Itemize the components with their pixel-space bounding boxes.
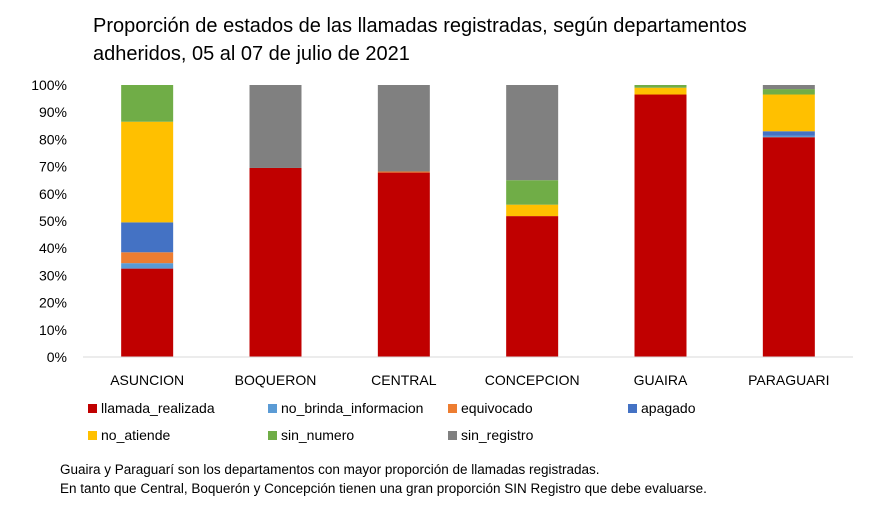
legend-swatch bbox=[448, 404, 457, 413]
bar-segment-sin_numero bbox=[634, 85, 687, 88]
bar-segment-sin_registro bbox=[249, 85, 302, 168]
bar-segment-llamada_realizada bbox=[121, 268, 174, 357]
bar-segment-sin_registro bbox=[377, 85, 430, 172]
legend-label: sin_registro bbox=[461, 427, 534, 443]
legend-label: llamada_realizada bbox=[101, 400, 215, 416]
y-tick-label: 0% bbox=[47, 349, 67, 365]
y-tick-label: 100% bbox=[31, 77, 67, 93]
x-category-label: ASUNCION bbox=[110, 372, 184, 388]
x-axis: ASUNCION BOQUERON CENTRAL CONCEPCION GUAIRA P… bbox=[110, 372, 829, 388]
legend-swatch bbox=[268, 404, 277, 413]
legend-label: no_atiende bbox=[101, 427, 171, 443]
bar-segment-llamada_realizada bbox=[377, 172, 430, 357]
y-tick-label: 40% bbox=[39, 240, 67, 256]
y-tick-label: 50% bbox=[39, 213, 67, 229]
bar-segment-no_brinda_informacion bbox=[121, 263, 174, 269]
y-tick-label: 10% bbox=[39, 322, 67, 338]
y-tick-label: 60% bbox=[39, 186, 67, 202]
x-category-label: GUAIRA bbox=[634, 372, 688, 388]
bar-segment-sin_numero bbox=[762, 89, 815, 95]
legend-label: equivocado bbox=[461, 400, 533, 416]
bar-segment-no_brinda_informacion bbox=[762, 135, 815, 138]
note-line-2: En tanto que Central, Boquerón y Concepc… bbox=[60, 481, 707, 496]
legend-swatch bbox=[448, 431, 457, 440]
bar-segment-apagado bbox=[121, 222, 174, 253]
bar-segment-no_atiende bbox=[634, 87, 687, 95]
legend-label: apagado bbox=[641, 400, 696, 416]
note-line-1: Guaira y Paraguarí son los departamentos… bbox=[60, 462, 600, 477]
x-category-label: BOQUERON bbox=[235, 372, 317, 388]
x-category-label: CENTRAL bbox=[371, 372, 437, 388]
legend-swatch bbox=[88, 431, 97, 440]
bar-segment-no_atiende bbox=[762, 94, 815, 132]
bar-segment-llamada_realizada bbox=[506, 216, 559, 357]
bar-segment-no_atiende bbox=[121, 121, 174, 223]
bar-segment-equivocado bbox=[121, 252, 174, 264]
bar-segment-apagado bbox=[762, 131, 815, 136]
legend: llamada_realizada no_brinda_informacion eq… bbox=[88, 400, 696, 443]
bar-segment-llamada_realizada bbox=[249, 167, 302, 357]
bar-segment-sin_numero bbox=[506, 180, 559, 205]
bar-segment-sin_numero bbox=[121, 85, 174, 122]
bar-segment-llamada_realizada bbox=[762, 137, 815, 357]
chart-title: Proporción de estados de las llamadas re… bbox=[93, 15, 747, 65]
y-tick-label: 90% bbox=[39, 104, 67, 120]
bar-segment-sin_registro bbox=[762, 85, 815, 90]
y-tick-label: 80% bbox=[39, 131, 67, 147]
y-tick-label: 70% bbox=[39, 159, 67, 175]
legend-label: sin_numero bbox=[281, 427, 354, 443]
legend-swatch bbox=[628, 404, 637, 413]
legend-label: no_brinda_informacion bbox=[281, 400, 423, 416]
y-axis: 0% 10% 20% 30% 40% 50% 60% 70% 80% 90% 100% bbox=[31, 77, 67, 365]
bars bbox=[121, 85, 815, 358]
bar-segment-llamada_realizada bbox=[634, 94, 687, 358]
y-tick-label: 20% bbox=[39, 295, 67, 311]
bar-segment-equivocado bbox=[377, 171, 430, 173]
x-category-label: PARAGUARI bbox=[748, 372, 829, 388]
bar-segment-no_atiende bbox=[506, 204, 559, 217]
legend-swatch bbox=[268, 431, 277, 440]
bar-segment-sin_registro bbox=[506, 85, 559, 181]
legend-swatch bbox=[88, 404, 97, 413]
y-tick-label: 30% bbox=[39, 267, 67, 283]
x-category-label: CONCEPCION bbox=[485, 372, 580, 388]
